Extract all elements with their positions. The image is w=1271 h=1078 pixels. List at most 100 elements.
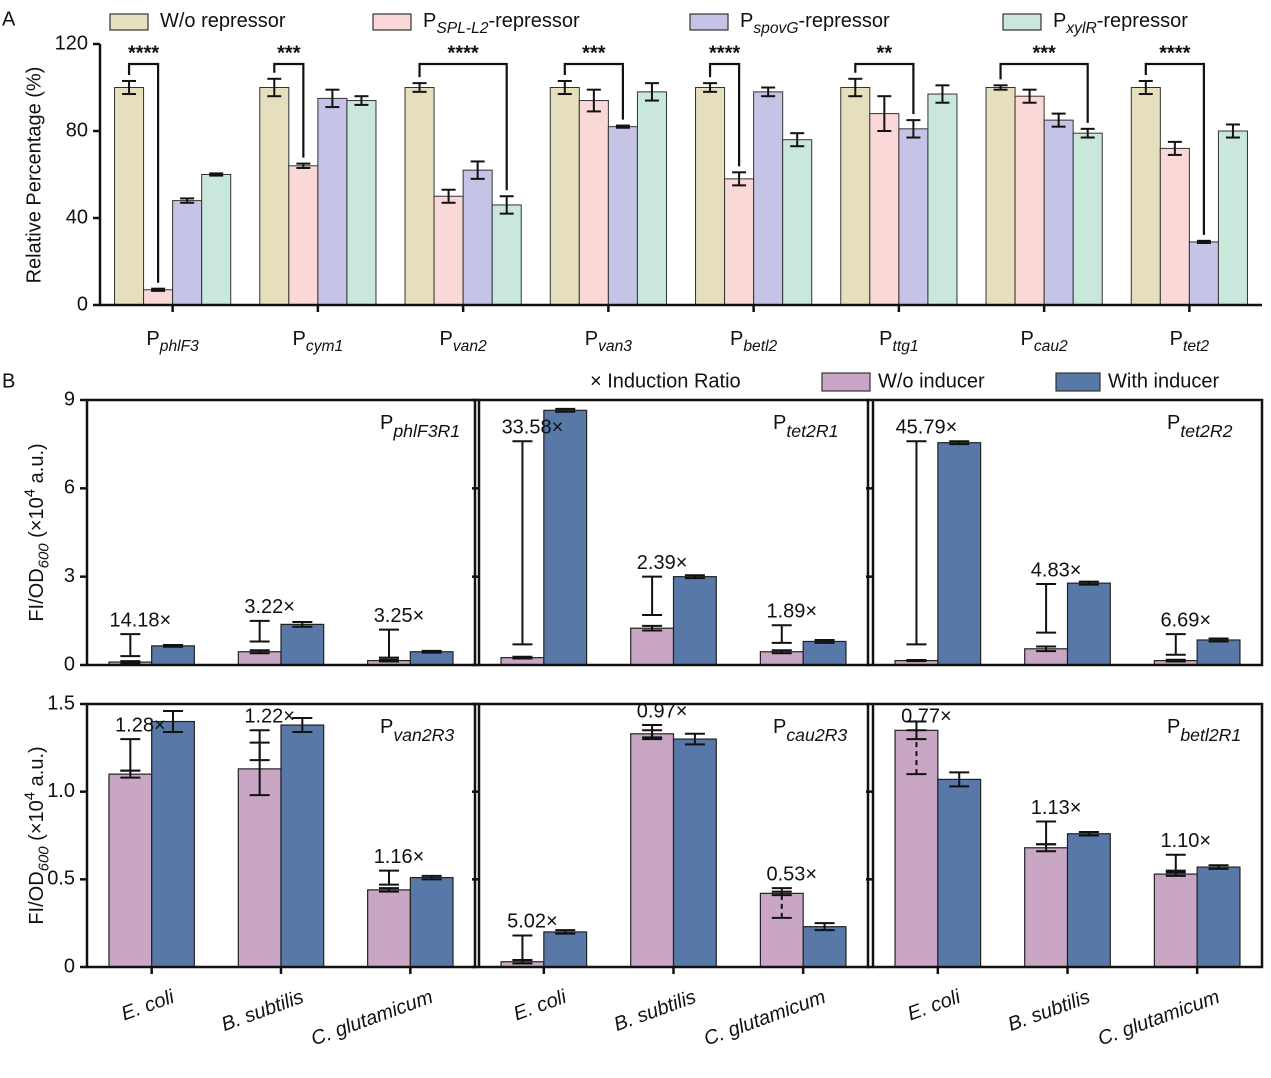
text-part: ttg1 xyxy=(893,338,919,355)
bar xyxy=(1188,241,1219,306)
ratio-range xyxy=(1036,820,1057,846)
bar xyxy=(1130,87,1161,306)
text-part: van2 xyxy=(453,338,487,355)
error-bar xyxy=(771,649,792,655)
bar xyxy=(1217,130,1248,306)
x-tick-label: B. subtilis xyxy=(1005,986,1093,1036)
bar xyxy=(280,623,325,666)
x-tick-label: Pvan2 xyxy=(440,328,488,355)
bar xyxy=(409,651,454,666)
ratio-label: 1.89× xyxy=(766,601,817,623)
bar xyxy=(151,645,195,666)
ratio-range xyxy=(120,633,141,658)
promoter-label: PphlF3R1 xyxy=(380,412,460,440)
text-part: P xyxy=(1167,716,1180,738)
ratio-label: 2.39× xyxy=(637,552,688,574)
error-bar xyxy=(1208,637,1229,643)
bar xyxy=(1066,833,1111,968)
error-bar xyxy=(378,658,399,663)
error-bar xyxy=(684,574,705,580)
y-tick-label: 40 xyxy=(66,206,88,228)
y-tick-label: 0.5 xyxy=(47,868,75,890)
error-bar xyxy=(499,195,514,215)
text-part: xylR xyxy=(1065,20,1096,37)
error-bar xyxy=(586,88,601,113)
y-tick-label: 3 xyxy=(64,565,75,587)
error-bar xyxy=(993,84,1008,91)
ratio-range xyxy=(642,575,663,616)
error-bar xyxy=(1022,88,1037,104)
bar xyxy=(367,889,411,968)
error-bar xyxy=(814,638,835,644)
ratio-range xyxy=(378,628,399,659)
error-bar xyxy=(1078,830,1099,837)
error-bar xyxy=(163,710,184,734)
text-part: W/o repressor xyxy=(160,10,286,32)
text-part: cym1 xyxy=(306,338,343,355)
y-tick-label: 0 xyxy=(77,293,88,315)
bar xyxy=(753,91,784,306)
error-bar xyxy=(325,88,340,109)
error-bar xyxy=(1080,127,1095,139)
text-part: tet2R1 xyxy=(786,420,838,440)
bar xyxy=(1196,866,1241,968)
error-bar xyxy=(296,162,311,169)
ratio-label: 1.22× xyxy=(244,706,295,728)
bar xyxy=(927,93,958,306)
ratio-range xyxy=(1165,633,1186,656)
error-bar xyxy=(1078,580,1099,586)
bar xyxy=(630,627,675,666)
x-tick-label: Pttg1 xyxy=(879,328,918,355)
significance-label: *** xyxy=(582,42,606,64)
text-part: 600 xyxy=(36,846,53,872)
ratio-range xyxy=(1036,583,1057,634)
text-part: FI/OD xyxy=(26,568,48,621)
bar xyxy=(317,97,348,306)
promoter-label: Pbetl2R1 xyxy=(1167,716,1241,744)
legend-label: PspovG-repressor xyxy=(740,10,890,37)
text-part: a.u.) xyxy=(26,443,48,489)
ratio-range xyxy=(1165,853,1186,872)
text-part: P xyxy=(380,716,393,738)
error-bar xyxy=(441,188,456,204)
text-part: P xyxy=(146,328,159,350)
ratio-range xyxy=(512,440,533,646)
legend-label: W/o repressor xyxy=(160,10,286,32)
bar xyxy=(672,738,717,968)
x-tick-label: E. coli xyxy=(511,986,570,1025)
text-part: FI/OD xyxy=(26,871,48,924)
error-bar xyxy=(412,82,427,93)
error-bar xyxy=(1036,645,1057,653)
bar xyxy=(543,409,588,666)
text-part: P xyxy=(293,328,306,350)
bar xyxy=(630,733,675,968)
y-tick-label: 120 xyxy=(55,32,88,54)
legend-label: PSPL-L2-repressor xyxy=(423,10,580,37)
error-bar xyxy=(949,440,970,446)
error-bar xyxy=(877,95,892,132)
bar xyxy=(1024,847,1069,968)
error-bar xyxy=(421,649,442,654)
y-tick-label: 6 xyxy=(64,477,75,499)
ratio-label: 1.28× xyxy=(115,714,166,736)
ratio-range xyxy=(906,729,927,776)
error-bar xyxy=(421,874,442,881)
legend-label: × Induction Ratio xyxy=(590,370,741,392)
significance-bracket xyxy=(273,62,305,158)
text-part: (×10 xyxy=(26,497,48,543)
significance-label: **** xyxy=(448,42,479,64)
x-tick-label: B. subtilis xyxy=(219,986,307,1036)
text-part: P xyxy=(1021,328,1034,350)
legend-label: PxylR-repressor xyxy=(1053,10,1188,37)
error-bar xyxy=(267,77,282,98)
x-tick-label: C. glutamicum xyxy=(1095,986,1223,1050)
text-part: 4 xyxy=(21,792,38,800)
ratio-range xyxy=(120,738,141,772)
text-part: P xyxy=(1053,10,1066,32)
text-part: 4 xyxy=(21,489,38,497)
bar xyxy=(280,724,325,968)
ratio-range xyxy=(512,934,533,961)
ratio-label: 6.69× xyxy=(1160,609,1211,631)
bar xyxy=(894,729,939,968)
ratio-range xyxy=(249,619,270,643)
